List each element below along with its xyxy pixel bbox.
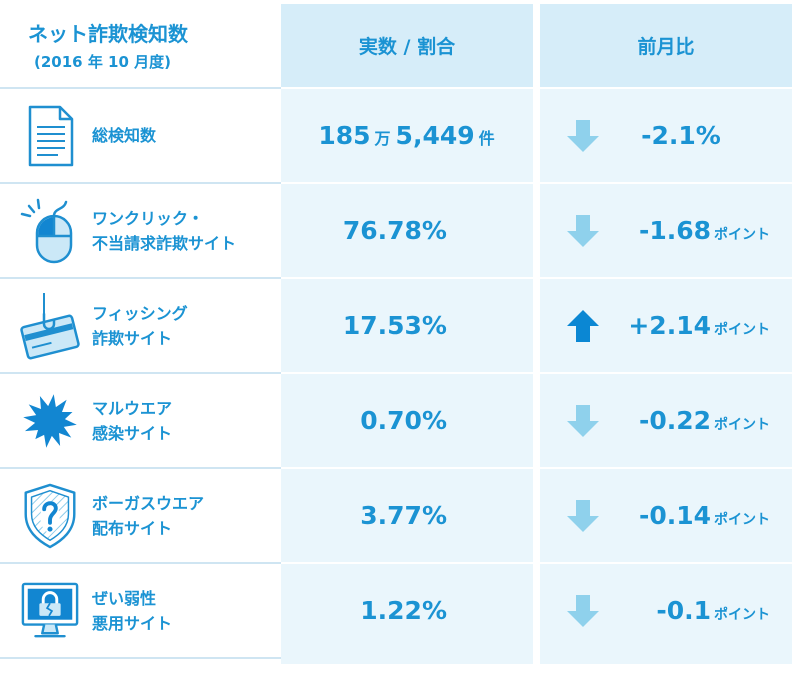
change-unit: ポイント (714, 512, 770, 528)
row-label: ボーガスウエア 配布サイト (92, 468, 204, 563)
row-label: 総検知数 (92, 88, 156, 183)
column-header-background (540, 4, 792, 87)
shield-question-icon (24, 483, 76, 549)
change-cell: -0.14 ポイント (605, 468, 775, 563)
value-number: 0.70% (360, 406, 447, 435)
value-number: 76.78% (342, 216, 447, 245)
change-unit: ポイント (714, 417, 770, 433)
table-row: マルウエア 感染サイト 0.70% -0.22 ポイント (0, 373, 792, 468)
virus-burst-icon (23, 394, 77, 448)
arrow-up-icon (567, 310, 599, 342)
value-number: 1.22% (360, 596, 447, 625)
value-number: 17.53% (342, 311, 447, 340)
value-cell: 185 万 5,449 件 (281, 88, 533, 183)
table-title: ネット詐欺検知数 (28, 22, 188, 46)
row-label: ワンクリック・ 不当請求詐欺サイト (92, 183, 236, 278)
value-cell: 1.22% (281, 563, 533, 658)
change-cell: +2.14 ポイント (605, 278, 775, 373)
arrow-down-icon (567, 595, 599, 627)
table-row: 総検知数 185 万 5,449 件 -2.1% (0, 88, 792, 183)
document-icon (28, 105, 74, 167)
value-number: 5,449 (395, 121, 475, 150)
row-label-line: 総検知数 (92, 126, 157, 145)
row-divider (0, 87, 792, 89)
table-subtitle: (2016 年 10 月度) (34, 53, 171, 71)
change-value: +2.14 (628, 311, 711, 340)
arrow-down-icon (567, 120, 599, 152)
row-divider (0, 372, 792, 374)
value-unit: 万 (374, 129, 391, 148)
column-header-background (281, 4, 533, 87)
change-unit: ポイント (714, 322, 770, 338)
row-divider (0, 562, 792, 564)
row-label: フィッシング 詐欺サイト (92, 278, 188, 373)
table-row: ボーガスウエア 配布サイト 3.77% -0.14 ポイント (0, 468, 792, 563)
change-value: -0.14 (638, 501, 711, 530)
row-divider (0, 657, 281, 659)
value-number: 185 (318, 121, 371, 150)
row-label: マルウエア 感染サイト (92, 373, 172, 468)
change-value: -1.68 (638, 216, 711, 245)
value-number: 3.77% (360, 501, 447, 530)
arrow-down-icon (567, 215, 599, 247)
change-cell: -1.68 ポイント (605, 183, 775, 278)
change-cell: -0.22 ポイント (605, 373, 775, 468)
mouse-click-icon (20, 198, 73, 264)
column-header-value: 実数 / 割合 (358, 36, 456, 58)
change-cell: -2.1% (605, 88, 760, 183)
monitor-lock-icon (21, 582, 79, 638)
row-divider (0, 467, 792, 469)
row-label: ぜい弱性 悪用サイト (92, 563, 172, 658)
row-divider (0, 182, 792, 184)
change-unit: ポイント (714, 607, 770, 623)
table-row: ワンクリック・ 不当請求詐欺サイト 76.78% -1.68 ポイント (0, 183, 792, 278)
change-value: -0.22 (638, 406, 711, 435)
row-label-line: フィッシング (92, 303, 188, 323)
arrow-down-icon (567, 500, 599, 532)
column-header-change: 前月比 (637, 36, 695, 58)
table-row: ぜい弱性 悪用サイト 1.22% -0.1 ポイント (0, 563, 792, 658)
row-label-line: 悪用サイト (92, 613, 173, 633)
row-label-line: 配布サイト (92, 518, 173, 538)
credit-card-hook-icon (20, 293, 80, 360)
row-label-line: 詐欺サイト (92, 328, 173, 348)
row-label-line: 不当請求詐欺サイト (92, 233, 237, 253)
row-divider (0, 277, 792, 279)
change-unit: ポイント (714, 227, 770, 243)
row-label-line: ボーガスウエア (92, 493, 205, 513)
table-row: フィッシング 詐欺サイト 17.53% +2.14 ポイント (0, 278, 792, 373)
arrow-down-icon (567, 405, 599, 437)
row-label-line: 感染サイト (92, 423, 173, 443)
row-label-line: マルウエア (92, 398, 173, 418)
change-value: -2.1% (641, 121, 721, 150)
row-label-line: ぜい弱性 (92, 588, 157, 608)
change-value: -0.1 (656, 596, 711, 625)
value-cell: 17.53% (281, 278, 533, 373)
row-label-line: ワンクリック・ (92, 208, 204, 228)
value-cell: 76.78% (281, 183, 533, 278)
change-cell: -0.1 ポイント (605, 563, 775, 658)
value-unit: 件 (478, 129, 495, 148)
value-cell: 0.70% (281, 373, 533, 468)
column-background-value (281, 4, 533, 664)
value-cell: 3.77% (281, 468, 533, 563)
